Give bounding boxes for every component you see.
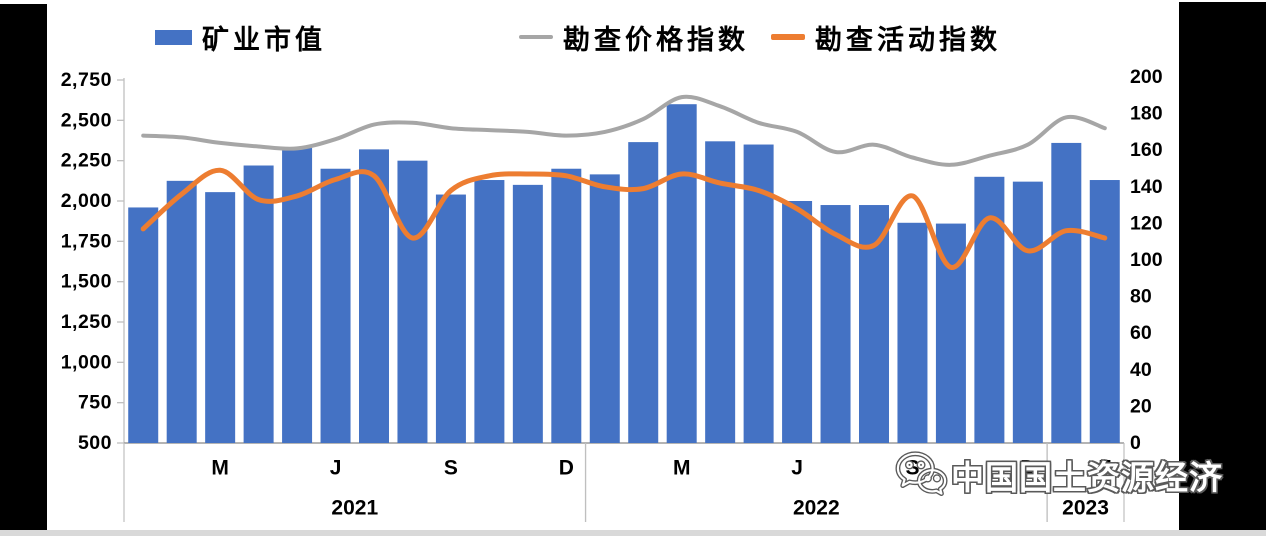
bar-2022-04 bbox=[705, 141, 736, 443]
bar-2021-07 bbox=[359, 149, 389, 443]
right-black-border bbox=[1179, 2, 1266, 530]
month-label: M bbox=[673, 457, 691, 480]
right-axis-label: 120 bbox=[1130, 212, 1163, 234]
bar-2022-12 bbox=[1012, 181, 1043, 443]
month-label: S bbox=[444, 457, 458, 480]
right-axis-label: 80 bbox=[1130, 286, 1152, 308]
year-label: 2023 bbox=[1062, 497, 1109, 520]
right-axis-label: 40 bbox=[1130, 359, 1152, 381]
watermark-text: 中国国土资源经济 bbox=[951, 459, 1223, 496]
bar-2021-08 bbox=[397, 160, 428, 443]
watermark: 中国国土资源经济 bbox=[893, 448, 1223, 502]
left-axis-label: 2,000 bbox=[61, 190, 112, 212]
month-label: J bbox=[791, 457, 803, 480]
right-axis-label: 0 bbox=[1130, 432, 1141, 454]
right-axis-label: 20 bbox=[1130, 395, 1152, 417]
right-axis-label: 140 bbox=[1130, 176, 1163, 198]
right-axis-label: 160 bbox=[1130, 139, 1163, 161]
bar-2022-02 bbox=[628, 142, 659, 443]
bottom-gray-strip bbox=[0, 530, 1266, 536]
legend-label: 矿业市值 bbox=[202, 24, 326, 55]
left-axis-label: 1,500 bbox=[61, 271, 112, 293]
month-label: D bbox=[559, 457, 574, 480]
left-black-border bbox=[0, 4, 47, 530]
bar-2021-03 bbox=[205, 192, 236, 443]
bar-2022-09 bbox=[897, 222, 928, 443]
line-勘查价格指数 bbox=[141, 94, 1107, 167]
month-label: F bbox=[1098, 457, 1111, 480]
bar-2021-09 bbox=[435, 194, 466, 443]
line-swatch-icon bbox=[771, 34, 805, 40]
legend-item-price-index: 勘查价格指数 bbox=[519, 16, 749, 58]
year-label: 2021 bbox=[331, 497, 378, 520]
month-label: J bbox=[330, 457, 342, 480]
legend-label: 勘查价格指数 bbox=[563, 24, 749, 55]
left-axis-label: 500 bbox=[78, 432, 112, 454]
legend-label: 勘查活动指数 bbox=[815, 24, 1001, 55]
right-axis-label: 60 bbox=[1130, 322, 1152, 344]
bar-2021-04 bbox=[243, 165, 274, 444]
bar-2021-01 bbox=[128, 207, 159, 443]
wechat-icon bbox=[895, 451, 948, 497]
right-axis-label: 100 bbox=[1130, 249, 1163, 271]
chart-legend: 矿业市值 勘查价格指数 勘查活动指数 bbox=[0, 16, 1179, 58]
left-axis-label: 750 bbox=[78, 392, 112, 414]
bar-2021-06 bbox=[320, 168, 351, 443]
left-axis-label: 1,250 bbox=[61, 311, 112, 333]
month-label: M bbox=[211, 457, 229, 480]
bar-2022-01 bbox=[589, 174, 620, 443]
left-axis-label: 1,000 bbox=[61, 351, 112, 373]
left-axis-label: 1,750 bbox=[61, 230, 112, 252]
line-勘查活动指数 bbox=[140, 167, 1108, 270]
bar-2021-02 bbox=[166, 180, 197, 444]
bar-2022-07 bbox=[820, 205, 851, 443]
bar-2021-11 bbox=[512, 184, 543, 443]
left-axis-label: 2,500 bbox=[61, 109, 112, 131]
month-label: D bbox=[1020, 457, 1035, 480]
legend-item-market-cap: 矿业市值 bbox=[155, 16, 326, 58]
year-label: 2022 bbox=[793, 497, 840, 520]
bar-2021-10 bbox=[474, 180, 505, 443]
bar-2021-12 bbox=[551, 168, 582, 443]
left-axis-label: 2,750 bbox=[61, 69, 112, 91]
bar-2022-03 bbox=[666, 104, 697, 443]
right-axis-label: 200 bbox=[1130, 66, 1163, 88]
bar-2023-02 bbox=[1089, 180, 1120, 443]
right-axis-label: 180 bbox=[1130, 103, 1163, 125]
bar-2023-01 bbox=[1051, 142, 1082, 444]
left-axis-label: 2,250 bbox=[61, 150, 112, 172]
bar-2022-06 bbox=[782, 201, 813, 443]
legend-item-activity-index: 勘查活动指数 bbox=[771, 16, 1001, 58]
line-swatch-icon bbox=[519, 35, 553, 39]
bar-2022-08 bbox=[859, 205, 889, 443]
bar-swatch-icon bbox=[155, 29, 192, 45]
